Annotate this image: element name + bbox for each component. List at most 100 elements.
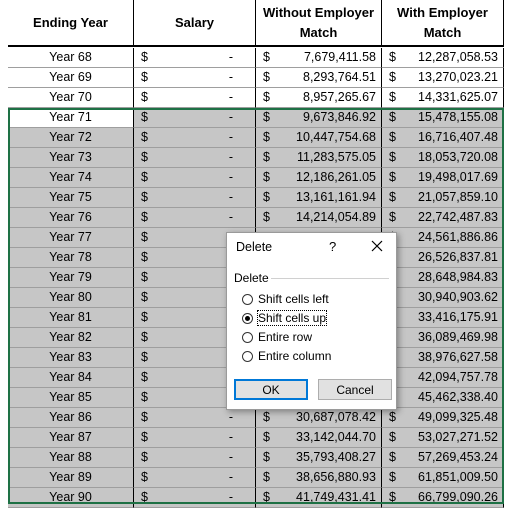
radio-entire-column[interactable] — [242, 350, 253, 362]
salary-cell[interactable]: $ - — [134, 488, 256, 508]
with-match-cell[interactable]: $38,976,627.58 — [382, 348, 504, 368]
with-match-cell[interactable]: $14,331,625.07 — [382, 88, 504, 108]
currency-symbol: $ — [141, 170, 148, 184]
cell-value: 41,749,431.41 — [296, 490, 376, 504]
salary-cell[interactable]: $ - — [134, 428, 256, 448]
option-entire-row[interactable]: Entire row — [242, 328, 312, 346]
year-cell[interactable]: Year 71 — [8, 108, 134, 128]
without-match-cell[interactable]: $14,214,054.89 — [256, 208, 382, 228]
with-match-cell[interactable]: $28,648,984.83 — [382, 268, 504, 288]
year-cell[interactable]: Year 69 — [8, 68, 134, 88]
row-gutter — [0, 328, 8, 348]
without-match-cell[interactable]: $33,142,044.70 — [256, 428, 382, 448]
salary-cell[interactable]: $ - — [134, 148, 256, 168]
without-match-cell[interactable]: $11,283,575.05 — [256, 148, 382, 168]
currency-symbol: $ — [389, 490, 396, 504]
cancel-button[interactable]: Cancel — [318, 379, 392, 400]
with-match-cell[interactable]: $22,742,487.83 — [382, 208, 504, 228]
radio-entire-row[interactable] — [242, 331, 253, 343]
with-match-cell[interactable]: $16,716,407.48 — [382, 128, 504, 148]
year-cell[interactable]: Year 74 — [8, 168, 134, 188]
without-match-cell[interactable]: $10,447,754.68 — [256, 128, 382, 148]
salary-cell[interactable]: $ - — [134, 88, 256, 108]
radio-shift-up[interactable] — [242, 312, 253, 324]
help-button[interactable]: ? — [329, 239, 337, 254]
salary-cell[interactable]: $ - — [134, 208, 256, 228]
without-match-cell[interactable]: $8,293,764.51 — [256, 68, 382, 88]
with-match-cell[interactable]: $24,561,886.86 — [382, 228, 504, 248]
with-match-cell[interactable]: $61,851,009.50 — [382, 468, 504, 488]
year-cell[interactable]: Year 88 — [8, 448, 134, 468]
row-gutter — [0, 308, 8, 328]
with-match-cell[interactable]: $19,498,017.69 — [382, 168, 504, 188]
year-cell[interactable]: Year 89 — [8, 468, 134, 488]
year-cell[interactable]: Year 79 — [8, 268, 134, 288]
with-match-cell[interactable]: $13,270,023.21 — [382, 68, 504, 88]
salary-cell[interactable]: $ - — [134, 128, 256, 148]
header-ending-year[interactable]: Ending Year — [8, 0, 134, 47]
with-match-cell[interactable]: $57,269,453.24 — [382, 448, 504, 468]
salary-cell[interactable]: $ - — [134, 448, 256, 468]
without-match-cell[interactable]: $35,793,408.27 — [256, 448, 382, 468]
year-cell[interactable]: Year 73 — [8, 148, 134, 168]
with-match-cell[interactable]: $45,462,338.40 — [382, 388, 504, 408]
without-match-cell[interactable]: $41,749,431.41 — [256, 488, 382, 508]
year-cell[interactable]: Year 81 — [8, 308, 134, 328]
with-match-cell[interactable]: $36,089,469.98 — [382, 328, 504, 348]
with-match-cell[interactable]: $12,287,058.53 — [382, 48, 504, 68]
salary-cell[interactable]: $ - — [134, 168, 256, 188]
year-cell[interactable]: Year 80 — [8, 288, 134, 308]
year-cell[interactable]: Year 83 — [8, 348, 134, 368]
year-cell[interactable]: Year 78 — [8, 248, 134, 268]
salary-cell[interactable]: $ - — [134, 468, 256, 488]
year-cell[interactable]: Year 76 — [8, 208, 134, 228]
header-with-match[interactable]: With Employer Match — [382, 0, 504, 47]
with-match-cell[interactable]: $21,057,859.10 — [382, 188, 504, 208]
year-cell[interactable]: Year 68 — [8, 48, 134, 68]
without-match-cell[interactable]: $12,186,261.05 — [256, 168, 382, 188]
without-match-cell[interactable]: $13,161,161.94 — [256, 188, 382, 208]
with-match-cell[interactable]: $33,416,175.91 — [382, 308, 504, 328]
year-cell[interactable]: Year 77 — [8, 228, 134, 248]
year-cell[interactable]: Year 82 — [8, 328, 134, 348]
year-cell[interactable]: Year 72 — [8, 128, 134, 148]
option-entire-column[interactable]: Entire column — [242, 347, 331, 365]
with-match-cell[interactable]: $26,526,837.81 — [382, 248, 504, 268]
year-cell[interactable]: Year 87 — [8, 428, 134, 448]
year-cell[interactable]: Year 75 — [8, 188, 134, 208]
salary-cell[interactable]: $ - — [134, 408, 256, 428]
without-match-cell[interactable]: $7,679,411.58 — [256, 48, 382, 68]
header-without-match[interactable]: Without Employer Match — [256, 0, 382, 47]
option-label: Shift cells up — [256, 310, 328, 326]
option-shift-up[interactable]: Shift cells up — [242, 309, 328, 327]
with-match-cell[interactable]: $49,099,325.48 — [382, 408, 504, 428]
currency-symbol: $ — [263, 170, 270, 184]
with-match-cell[interactable]: $15,478,155.08 — [382, 108, 504, 128]
salary-cell[interactable]: $ - — [134, 108, 256, 128]
with-match-cell[interactable]: $30,940,903.62 — [382, 288, 504, 308]
group-divider — [271, 278, 389, 279]
year-cell[interactable]: Year 84 — [8, 368, 134, 388]
close-icon[interactable] — [368, 237, 386, 255]
with-match-cell[interactable]: $18,053,720.08 — [382, 148, 504, 168]
radio-shift-left[interactable] — [242, 293, 253, 305]
salary-cell[interactable]: $ - — [134, 188, 256, 208]
table-row: Year 87 $ - $33,142,044.70 $53,027,271.52 — [0, 428, 511, 448]
without-match-cell[interactable]: $30,687,078.42 — [256, 408, 382, 428]
without-match-cell[interactable]: $9,673,846.92 — [256, 108, 382, 128]
with-match-cell[interactable]: $42,094,757.78 — [382, 368, 504, 388]
without-match-cell[interactable]: $8,957,265.67 — [256, 88, 382, 108]
table-row: Year 68 $ - $7,679,411.58 $12,287,058.53 — [0, 48, 511, 68]
option-shift-left[interactable]: Shift cells left — [242, 290, 329, 308]
header-salary[interactable]: Salary — [134, 0, 256, 47]
year-cell[interactable]: Year 86 — [8, 408, 134, 428]
without-match-cell[interactable]: $38,656,880.93 — [256, 468, 382, 488]
ok-button[interactable]: OK — [234, 379, 308, 400]
year-cell[interactable]: Year 90 — [8, 488, 134, 508]
year-cell[interactable]: Year 70 — [8, 88, 134, 108]
salary-cell[interactable]: $ - — [134, 48, 256, 68]
with-match-cell[interactable]: $66,799,090.26 — [382, 488, 504, 508]
year-cell[interactable]: Year 85 — [8, 388, 134, 408]
salary-cell[interactable]: $ - — [134, 68, 256, 88]
with-match-cell[interactable]: $53,027,271.52 — [382, 428, 504, 448]
